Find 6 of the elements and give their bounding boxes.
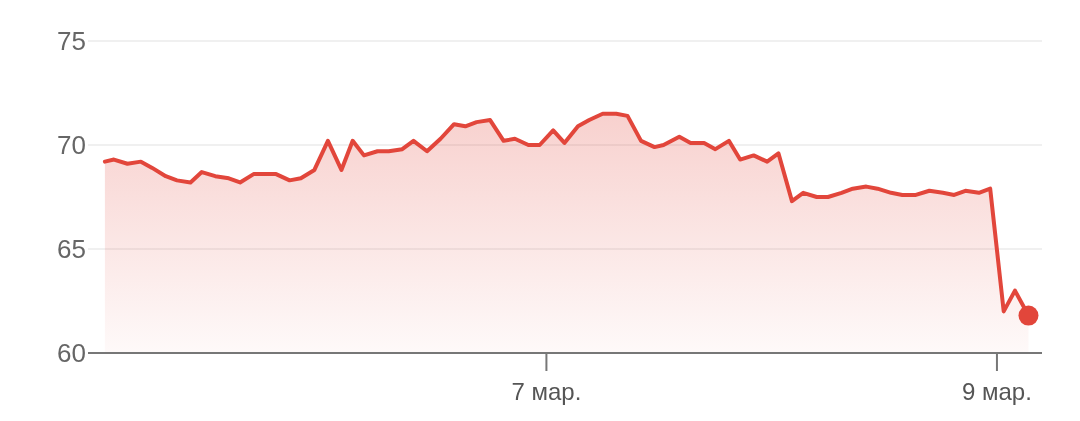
- x-tick-label: 7 мар.: [511, 378, 582, 405]
- x-tick-label: 9 мар.: [962, 378, 1032, 405]
- y-tick-label: 65: [57, 234, 86, 264]
- y-tick-label: 70: [57, 130, 86, 160]
- y-tick-label: 60: [57, 338, 86, 368]
- y-tick-label: 75: [57, 26, 86, 56]
